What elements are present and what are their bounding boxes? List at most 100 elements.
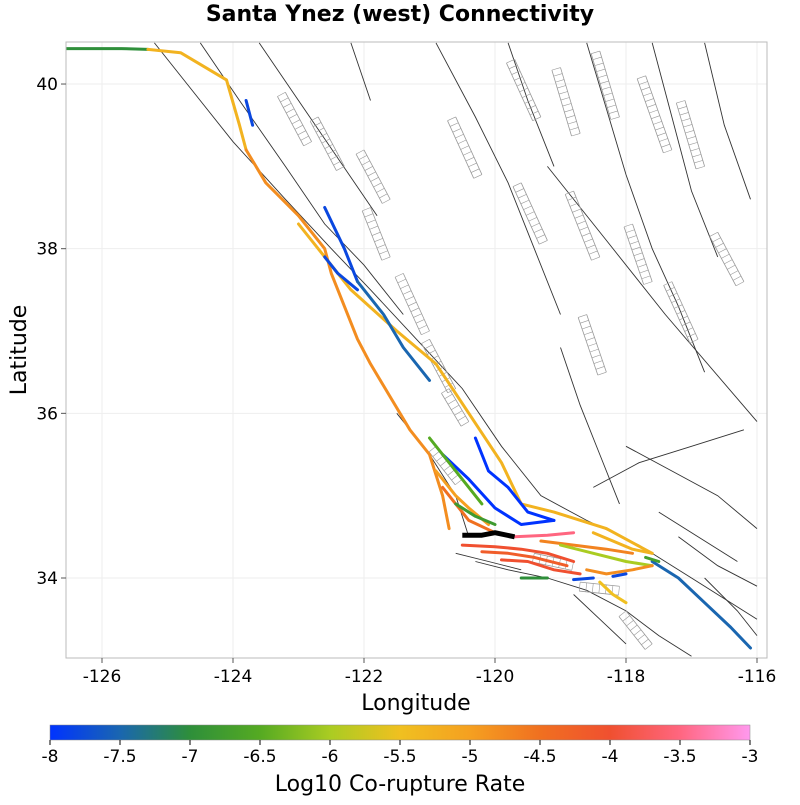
base-fault-trace <box>704 577 758 636</box>
surface-projection-rung <box>732 275 742 281</box>
surface-projection-rung <box>463 151 472 156</box>
surface-projection-rung <box>565 190 574 195</box>
surface-projection-rung <box>653 121 662 125</box>
fault-section <box>244 99 255 127</box>
colorbar-tick-label: -5 <box>462 747 479 767</box>
surface-projection-rung <box>629 624 638 631</box>
surface-projection-rung <box>598 74 608 78</box>
surface-projection-rung <box>376 188 385 193</box>
surface-projection-rung <box>558 91 568 95</box>
surface-projection-rung <box>450 122 459 127</box>
surface-projection-rung <box>321 138 330 144</box>
target-fault-layer <box>462 530 516 540</box>
surface-projection-rung <box>468 162 477 168</box>
colored-fault-sections <box>66 47 752 650</box>
surface-projection-rung <box>366 219 376 224</box>
surface-projection-rung <box>643 281 653 285</box>
surface-projection-rung <box>618 586 620 596</box>
surface-projection-rung <box>578 582 581 592</box>
surface-projection-rung <box>579 226 589 231</box>
surface-projection-rung <box>515 188 524 193</box>
surface-projection-rung <box>460 421 469 427</box>
base-fault-trace <box>199 42 404 315</box>
base-fault-trace <box>586 42 706 373</box>
surface-projection-rung <box>694 160 703 164</box>
y-axis-ticks: 34 36 38 40 <box>36 75 66 589</box>
surface-projection-rung <box>531 222 540 228</box>
surface-projection-rung <box>327 149 336 155</box>
surface-projection-rung <box>608 110 618 114</box>
surface-projection-rung <box>681 321 691 326</box>
fault-section <box>539 539 634 555</box>
surface-projection-rung <box>566 115 575 119</box>
colorbar-tick-label: -8 <box>42 747 59 767</box>
surface-projection-rung <box>644 643 653 650</box>
surface-projection-rung <box>362 207 371 212</box>
surface-projection-rung <box>427 349 436 355</box>
surface-projection-rung <box>324 144 333 149</box>
surface-projection-rung <box>408 301 417 307</box>
surface-projection-rung <box>397 278 407 284</box>
surface-projection-trace <box>717 232 745 282</box>
surface-projection-rung <box>692 154 702 158</box>
surface-projection-rung <box>369 225 379 230</box>
surface-projection-rung <box>679 315 688 321</box>
surface-projection-rung <box>454 410 463 416</box>
fault-section <box>480 550 569 568</box>
y-axis-label: Latitude <box>7 305 32 396</box>
surface-projection-rung <box>587 343 597 347</box>
surface-projection-rung <box>533 228 543 233</box>
surface-projection-trace <box>684 100 705 167</box>
surface-projection-rung <box>455 133 464 139</box>
surface-projection-rung <box>607 104 616 108</box>
surface-projection-rung <box>585 582 587 592</box>
surface-projection-rung <box>659 138 668 142</box>
surface-projection-rung <box>457 139 467 145</box>
surface-projection-rung <box>523 205 532 210</box>
surface-projection-rung <box>655 126 664 131</box>
fault-section <box>611 572 628 578</box>
surface-projection-rung <box>679 112 689 116</box>
colorbar-tick-label: -4.5 <box>523 747 556 767</box>
colorbar-tick-label: -3 <box>742 747 759 767</box>
surface-projection-rung <box>687 333 696 338</box>
surface-projection-rung <box>626 620 634 627</box>
surface-projection-rung <box>473 174 483 179</box>
surface-projection-rung <box>421 330 430 336</box>
surface-projection-rung <box>610 116 620 120</box>
surface-projection-rung <box>355 149 365 155</box>
x-tick-label: -124 <box>214 667 253 687</box>
surface-projection-rung <box>512 182 522 187</box>
surface-projection-rung <box>571 133 581 137</box>
surface-projection-rung <box>555 79 565 83</box>
surface-projection-rung <box>394 273 404 278</box>
surface-projection-trace <box>285 92 312 142</box>
surface-projection-rung <box>277 91 286 97</box>
surface-projection-trace <box>599 50 620 118</box>
surface-projection-rung <box>283 102 292 108</box>
surface-projection-rung <box>441 388 450 394</box>
x-tick-label: -120 <box>476 667 515 687</box>
surface-projection-rung <box>718 248 727 254</box>
surface-projection-edge <box>709 236 737 287</box>
surface-projection-rung <box>518 194 527 199</box>
surface-projection-rung <box>506 59 515 64</box>
surface-projection-edge <box>428 451 456 486</box>
surface-projection-rung <box>402 290 412 295</box>
surface-projection-rung <box>318 133 328 138</box>
surface-projection-rung <box>557 85 566 89</box>
surface-projection-rung <box>432 450 440 457</box>
surface-projection-rung <box>597 371 607 376</box>
surface-projection-rung <box>684 327 693 332</box>
surface-projection-rung <box>373 182 382 188</box>
surface-projection-rung <box>528 217 538 222</box>
colorbar-tick-label: -7 <box>182 747 199 767</box>
surface-projection-rung <box>539 240 548 245</box>
base-fault-trace <box>507 42 555 167</box>
surface-projection-rung <box>591 354 601 359</box>
surface-projection-rung <box>633 252 643 256</box>
fault-section <box>297 222 654 555</box>
base-fault-trace <box>658 511 738 562</box>
surface-projection-rung <box>303 141 312 147</box>
